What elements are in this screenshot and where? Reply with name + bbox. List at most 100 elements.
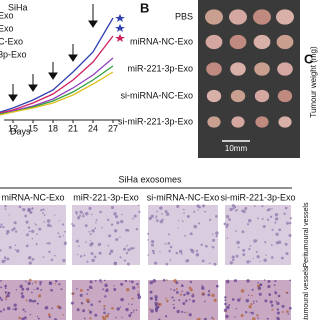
cell — [186, 291, 190, 296]
cell — [108, 252, 112, 256]
cell — [223, 222, 227, 226]
cell — [25, 220, 29, 224]
cell — [16, 249, 20, 253]
cell — [130, 280, 134, 284]
panel-label: C — [304, 51, 314, 66]
cell — [1, 259, 6, 264]
cell — [270, 215, 273, 218]
cell — [165, 315, 168, 318]
cell — [187, 215, 189, 217]
cell — [233, 279, 238, 283]
cell — [4, 291, 7, 294]
cell — [241, 209, 244, 212]
cell — [177, 227, 179, 229]
cell — [31, 257, 35, 261]
cell — [269, 300, 273, 304]
cell — [76, 308, 80, 312]
cell — [256, 314, 259, 317]
cell — [192, 292, 194, 295]
cell — [104, 295, 107, 298]
cell — [226, 223, 229, 226]
cell — [34, 223, 36, 225]
cell — [240, 313, 244, 318]
cell — [56, 305, 60, 309]
cell — [89, 239, 92, 242]
cell — [188, 286, 192, 289]
cell — [0, 310, 3, 313]
cell — [152, 279, 157, 283]
cell — [151, 243, 154, 247]
cell — [181, 290, 183, 293]
cell — [79, 255, 83, 258]
cell — [193, 224, 197, 229]
cell — [287, 313, 290, 315]
cell — [12, 308, 15, 310]
cell — [18, 316, 22, 320]
cell — [275, 241, 279, 245]
cell — [42, 208, 45, 211]
cell — [60, 288, 63, 291]
cell — [148, 216, 152, 221]
cell — [267, 280, 271, 283]
cell — [37, 294, 42, 298]
cell — [31, 237, 34, 240]
cell — [76, 288, 78, 290]
cell — [275, 300, 277, 303]
cell — [228, 218, 231, 221]
cell — [125, 251, 129, 255]
cell — [4, 208, 7, 210]
cell — [289, 279, 292, 282]
cell — [250, 311, 254, 315]
cell — [257, 217, 259, 220]
cell — [21, 295, 25, 299]
cell — [168, 249, 171, 253]
cell — [72, 292, 75, 295]
cell — [179, 293, 183, 296]
cell — [58, 283, 61, 286]
cell — [168, 233, 171, 236]
cell — [132, 311, 135, 313]
cell — [36, 287, 39, 290]
cell — [211, 293, 215, 298]
panel-label: B — [140, 0, 149, 15]
cell — [189, 299, 191, 301]
cell — [28, 261, 32, 265]
cell — [79, 293, 83, 297]
cell — [158, 303, 160, 305]
cell — [38, 227, 42, 231]
cell — [215, 231, 219, 235]
micrograph — [0, 205, 66, 265]
cell — [130, 311, 133, 314]
cell — [274, 217, 279, 221]
cell — [7, 291, 10, 295]
cell — [27, 281, 31, 286]
cell — [123, 259, 127, 262]
cell — [0, 286, 3, 289]
cell — [88, 285, 93, 289]
cell — [121, 213, 123, 216]
legend-entry: Exo — [0, 10, 14, 20]
cell — [270, 256, 274, 259]
cell — [54, 214, 56, 216]
cell — [244, 207, 248, 210]
x-tick-label: 15 — [28, 123, 38, 133]
cell — [245, 299, 250, 303]
cell — [91, 258, 95, 263]
cell — [162, 278, 166, 282]
cell — [120, 297, 124, 302]
cell — [94, 227, 97, 230]
cell — [25, 233, 29, 237]
cell — [137, 286, 140, 288]
cell — [27, 226, 31, 229]
cell — [228, 303, 231, 306]
cell — [281, 310, 284, 313]
cell — [213, 262, 217, 266]
cell — [129, 280, 131, 282]
tumour — [205, 9, 223, 25]
cell — [147, 232, 150, 235]
cell — [131, 303, 133, 306]
cell — [4, 259, 7, 262]
cell — [119, 306, 121, 308]
cell — [225, 225, 229, 229]
cell — [20, 292, 24, 295]
